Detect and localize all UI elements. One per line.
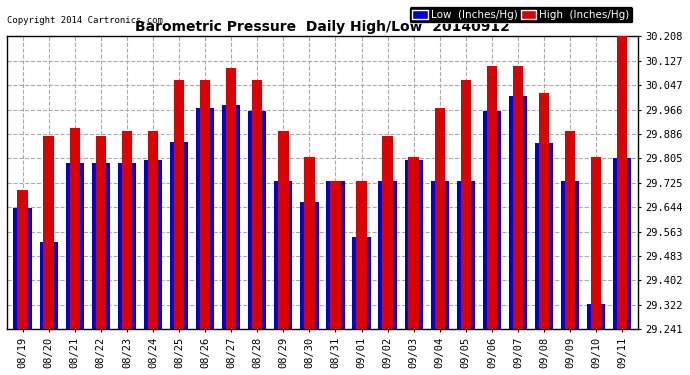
Text: Copyright 2014 Cartronics.com: Copyright 2014 Cartronics.com [7, 16, 163, 25]
Bar [226, 68, 237, 329]
Legend: Low  (Inches/Hg), High  (Inches/Hg): Low (Inches/Hg), High (Inches/Hg) [409, 6, 633, 23]
Bar [483, 111, 501, 329]
Bar [513, 66, 523, 329]
Bar [148, 131, 158, 329]
Bar [222, 105, 240, 329]
Bar [200, 80, 210, 329]
Bar [14, 209, 32, 329]
Bar [379, 181, 397, 329]
Bar [431, 181, 449, 329]
Bar [539, 93, 549, 329]
Bar [408, 157, 419, 329]
Bar [17, 190, 28, 329]
Bar [174, 80, 184, 329]
Bar [43, 136, 54, 329]
Bar [435, 108, 445, 329]
Bar [196, 108, 214, 329]
Bar [509, 96, 527, 329]
Bar [461, 80, 471, 329]
Bar [144, 160, 162, 329]
Bar [457, 181, 475, 329]
Bar [66, 163, 84, 329]
Bar [561, 181, 579, 329]
Bar [252, 80, 262, 329]
Bar [96, 136, 106, 329]
Bar [326, 181, 344, 329]
Title: Barometric Pressure  Daily High/Low  20140912: Barometric Pressure Daily High/Low 20140… [135, 20, 510, 34]
Bar [486, 66, 497, 329]
Bar [587, 304, 605, 329]
Bar [170, 142, 188, 329]
Bar [353, 237, 371, 329]
Bar [121, 131, 132, 329]
Bar [304, 157, 315, 329]
Bar [613, 158, 631, 329]
Bar [92, 163, 110, 329]
Bar [70, 128, 80, 329]
Bar [248, 111, 266, 329]
Bar [331, 181, 341, 329]
Bar [118, 163, 136, 329]
Bar [382, 136, 393, 329]
Bar [39, 242, 58, 329]
Bar [278, 131, 288, 329]
Bar [274, 181, 293, 329]
Bar [617, 36, 627, 329]
Bar [535, 143, 553, 329]
Bar [591, 157, 602, 329]
Bar [565, 131, 575, 329]
Bar [356, 181, 367, 329]
Bar [300, 202, 319, 329]
Bar [404, 160, 423, 329]
